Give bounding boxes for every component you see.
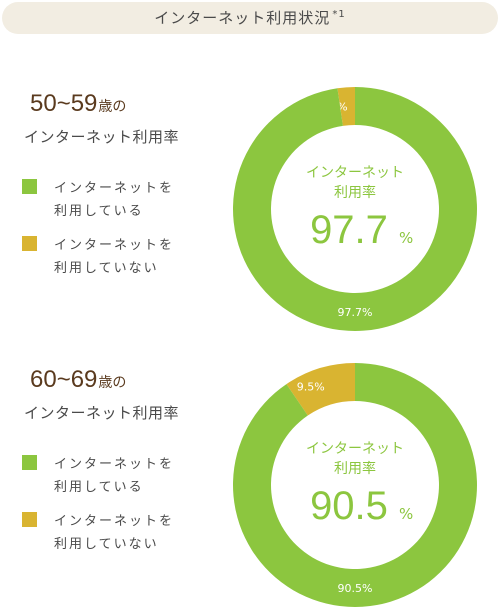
donut-chart: 9.5% 90.5% インターネット利用率 90.5%: [233, 363, 477, 607]
panel-age-60s: 60~69歳の インターネット利用率 インターネットを 利用している インターネ…: [0, 360, 502, 610]
center-caption-line2: 利用率: [334, 184, 376, 201]
center-caption-line2: 利用率: [334, 460, 376, 477]
legend-label-use-line2: 利用している: [54, 480, 144, 495]
center-value: 97.7: [310, 208, 388, 252]
legend-label-nouse-line1: インターネットを: [54, 238, 175, 253]
footnote-marker: *1: [332, 9, 346, 20]
slice-label-nouse: 9.5%: [297, 381, 325, 394]
legend-label-nouse-line2: 利用していない: [54, 261, 159, 276]
legend-label-use-line1: インターネットを: [54, 181, 175, 196]
center-caption-line1: インターネット: [306, 165, 404, 181]
slice-use: [233, 87, 478, 331]
slice-use: [233, 363, 477, 607]
age-group-title: 50~59歳の: [30, 90, 126, 118]
legend-label-nouse-line1: インターネットを: [54, 514, 175, 529]
age-group-suffix: 歳の: [98, 374, 127, 390]
slice-nouse: [286, 363, 355, 416]
age-group-title: 60~69歳の: [30, 366, 126, 394]
panel-age-50s: 50~59歳の インターネット利用率 インターネットを 利用している インターネ…: [0, 84, 502, 334]
age-group-label: 60~69: [30, 366, 98, 393]
legend-label-use-line1: インターネットを: [54, 457, 175, 472]
legend-label-use-line2: 利用している: [54, 204, 144, 219]
legend-swatch-nouse: [22, 512, 37, 527]
legend-label-nouse-line2: 利用していない: [54, 537, 159, 552]
legend-swatch-use: [22, 179, 37, 194]
legend-label-nouse: インターネットを 利用していない: [54, 510, 214, 556]
legend-label-use: インターネットを 利用している: [54, 177, 214, 223]
legend-label-use: インターネットを 利用している: [54, 453, 214, 499]
slice-label-use: 90.5%: [338, 582, 373, 595]
center-unit: %: [399, 229, 413, 247]
slice-nouse: [337, 87, 355, 126]
legend-swatch-use: [22, 455, 37, 470]
slice-label-use: 97.7%: [338, 306, 373, 319]
center-value: 90.5: [310, 484, 388, 528]
legend-swatch-nouse: [22, 236, 37, 251]
age-group-label: 50~59: [30, 90, 98, 117]
chart-title: インターネット利用率: [24, 128, 180, 146]
title-text: インターネット利用状況: [154, 9, 331, 27]
chart-title: インターネット利用率: [24, 404, 180, 422]
page-title: インターネット利用状況 *1: [2, 2, 498, 34]
center-caption-line1: インターネット: [306, 441, 404, 457]
center-unit: %: [399, 505, 413, 523]
age-group-suffix: 歳の: [98, 98, 127, 114]
legend-label-nouse: インターネットを 利用していない: [54, 234, 214, 280]
